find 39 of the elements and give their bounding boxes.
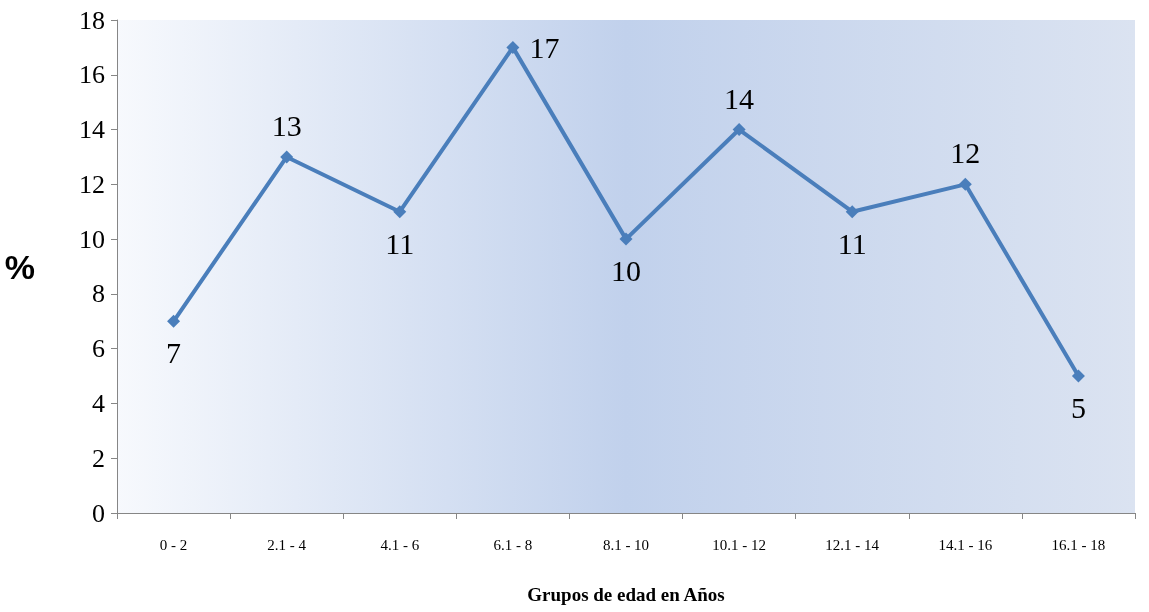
y-axis-title: % [4,247,35,286]
x-tick-label: 10.1 - 12 [712,536,766,553]
y-tick-label: 2 [92,443,105,473]
x-axis-title: Grupos de edad en Años [527,584,725,605]
data-label: 7 [166,336,182,370]
x-tick-label: 16.1 - 18 [1051,536,1106,553]
y-tick-label: 8 [92,279,105,309]
data-label: 12 [950,136,981,170]
x-tick-label: 8.1 - 10 [602,536,650,553]
data-label: 17 [529,30,560,64]
y-tick-label: 18 [79,5,105,35]
y-tick-label: 10 [79,224,105,254]
data-label: 14 [724,81,755,115]
point [619,232,633,246]
y-tick-label: 0 [92,498,105,528]
x-tick-label: 2.1 - 4 [267,536,307,553]
x-tick-label: 6.1 - 8 [493,536,533,553]
point [167,314,181,328]
y-tick-label: 16 [79,60,105,90]
y-tick-label: 14 [79,115,105,145]
data-label: 13 [271,108,302,142]
x-tick-label: 12.1 - 14 [825,536,880,553]
data-label: 11 [385,226,415,260]
data-label: 10 [611,254,641,288]
point [732,123,746,137]
x-tick-label: 4.1 - 6 [380,536,420,553]
y-tick-label: 12 [79,169,105,199]
data-label: 5 [1070,391,1086,425]
data-label: 11 [837,226,867,260]
y-tick-label: 6 [92,334,105,364]
y-tick-label: 4 [92,388,105,418]
point [1071,369,1085,383]
point [845,205,859,219]
x-tick-label: 0 - 2 [159,536,188,553]
point [393,205,407,219]
x-tick-label: 14.1 - 16 [938,536,993,553]
point [506,40,520,54]
point [958,177,972,191]
point [280,150,294,164]
